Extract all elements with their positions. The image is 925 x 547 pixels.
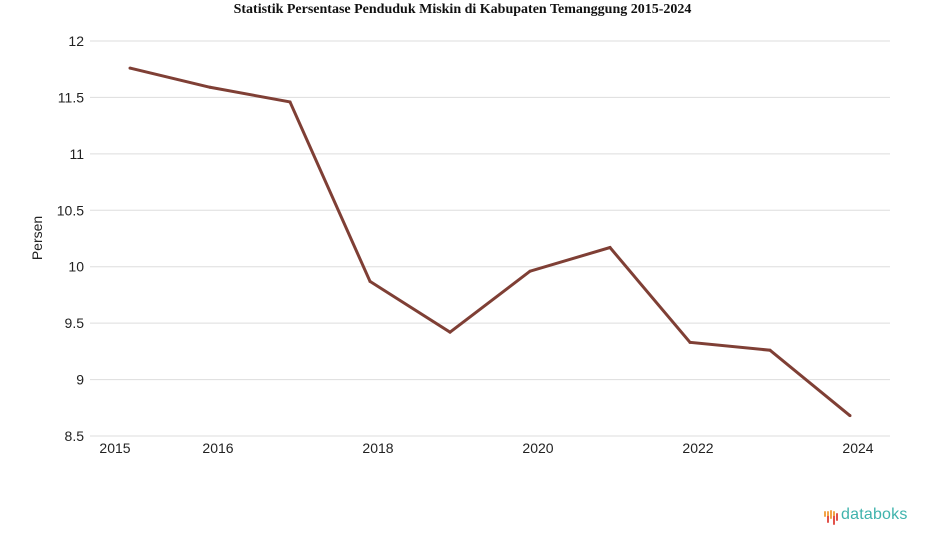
x-tick-label: 2024: [842, 440, 873, 456]
data-point-2017[interactable]: [288, 100, 292, 104]
series-line: [129, 66, 851, 417]
databoks-logo-text: databoks: [841, 506, 908, 523]
databoks-logo: databoks: [824, 506, 908, 525]
data-point-2019[interactable]: [448, 330, 452, 334]
y-tick-label: 8.5: [65, 428, 85, 444]
data-point-2023[interactable]: [768, 348, 772, 352]
data-point-2018[interactable]: [368, 279, 372, 283]
y-tick-label: 11: [69, 146, 84, 162]
databoks-bars-icon: [824, 507, 838, 525]
y-axis-title: Persen: [29, 216, 45, 260]
data-point-2021[interactable]: [608, 246, 612, 250]
x-tick-label: 2016: [202, 440, 233, 456]
data-point-2016[interactable]: [208, 85, 212, 89]
data-point-2015[interactable]: [128, 66, 132, 70]
y-tick-label: 10: [68, 259, 84, 275]
y-tick-label: 9.5: [65, 315, 85, 331]
x-tick-label: 2015: [99, 440, 130, 456]
x-tick-label: 2018: [362, 440, 393, 456]
data-point-2020[interactable]: [528, 269, 532, 273]
x-tick-label: 2022: [682, 440, 713, 456]
y-axis-ticks: 8.5 9 9.5 10 10.5 11 11.5 12: [57, 33, 84, 444]
y-tick-label: 10.5: [57, 202, 84, 218]
y-tick-label: 12: [68, 33, 84, 49]
chart-title: Statistik Persentase Penduduk Miskin di …: [233, 2, 692, 17]
data-point-2022[interactable]: [688, 340, 692, 344]
series: [128, 66, 852, 418]
x-tick-label: 2020: [522, 440, 553, 456]
data-point-2024[interactable]: [848, 414, 852, 418]
y-tick-label: 9: [76, 372, 84, 388]
gridlines: [90, 40, 890, 437]
x-axis-ticks: 2015 2016 2018 2020 2022 2024: [99, 440, 873, 456]
y-tick-label: 11.5: [58, 89, 84, 105]
